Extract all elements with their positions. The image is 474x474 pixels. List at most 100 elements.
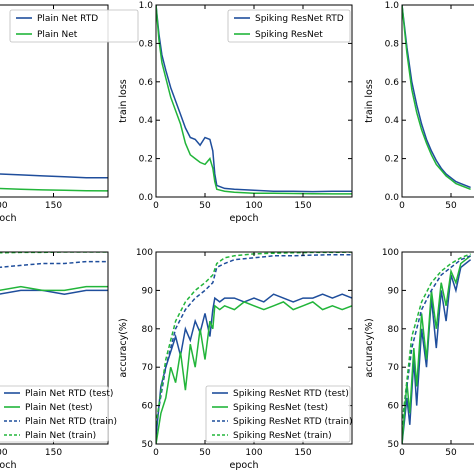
- y-tick-0.4: 0.4: [139, 116, 352, 126]
- series-line-mid-acc-3: [156, 252, 352, 425]
- x-tick-50: 50: [445, 252, 457, 458]
- y-axis-label: accuracy(%): [364, 318, 375, 377]
- x-tick-50: 50: [199, 5, 211, 211]
- y-tick-label: 0.4: [139, 116, 154, 126]
- legend-label: Plain Net: [37, 30, 78, 40]
- x-tick-label: 50: [199, 201, 211, 211]
- x-tick-label: 150: [294, 448, 311, 458]
- y-tick-0.6: 0.6: [139, 78, 352, 88]
- y-tick-label: 60: [388, 402, 400, 412]
- y-tick-80: 80: [142, 325, 352, 335]
- legend-label: Spiking ResNet RTD: [255, 14, 344, 24]
- x-tick-label: 0: [399, 201, 405, 211]
- legend-label: Plain Net RTD (test): [25, 389, 113, 399]
- x-tick-50: 50: [445, 5, 457, 211]
- series-line-left-acc-1: [0, 285, 108, 292]
- x-tick-0: 0: [399, 252, 405, 458]
- y-tick-80: 80: [388, 325, 406, 335]
- x-tick-label: 100: [0, 448, 8, 458]
- x-tick-150: 150: [294, 5, 312, 211]
- y-tick-0.2: 0.2: [139, 155, 352, 165]
- y-axis-label: train loss: [364, 79, 375, 123]
- y-tick-label: 80: [388, 325, 400, 335]
- series-line-left-acc-0: [0, 289, 108, 295]
- legend-label: Plain Net RTD (train): [25, 417, 117, 427]
- y-tick-100: 100: [136, 248, 352, 258]
- x-tick-label: 150: [294, 201, 311, 211]
- y-tick-0.6: 0.6: [385, 78, 406, 88]
- series-line-mid-loss-0: [156, 5, 352, 193]
- y-tick-label: 70: [388, 363, 400, 373]
- x-tick-100: 100: [0, 448, 8, 458]
- series-line-left-loss-0: [0, 173, 108, 179]
- x-tick-0: 0: [153, 252, 159, 458]
- y-tick-label: 100: [136, 248, 153, 258]
- y-tick-label: 0.8: [139, 39, 154, 49]
- y-tick-50: 50: [388, 440, 406, 450]
- series-line-mid-acc-0: [156, 293, 352, 437]
- x-axis-label: epoch: [230, 213, 259, 224]
- series-line-right-loss-1: [402, 5, 471, 190]
- y-tick-label: 80: [142, 325, 154, 335]
- x-tick-label: 150: [45, 448, 62, 458]
- x-tick-label: 100: [245, 448, 262, 458]
- y-tick-label: 0.4: [385, 116, 400, 126]
- y-tick-label: 90: [388, 286, 400, 296]
- y-tick-label: 70: [142, 363, 154, 373]
- y-tick-label: 90: [142, 286, 154, 296]
- legend-label: Spiking ResNet: [255, 30, 323, 40]
- series-line-left-loss-1: [0, 187, 108, 192]
- x-axis-label: epoch: [0, 460, 16, 471]
- y-tick-label: 0.0: [139, 193, 154, 203]
- x-tick-label: 100: [0, 201, 8, 211]
- x-tick-label: 150: [45, 201, 62, 211]
- series-line-right-acc-1: [402, 255, 472, 444]
- x-tick-label: 0: [153, 448, 159, 458]
- y-tick-90: 90: [388, 286, 406, 296]
- x-tick-label: 0: [399, 448, 405, 458]
- y-tick-label: 50: [142, 440, 154, 450]
- y-tick-0.4: 0.4: [385, 116, 406, 126]
- x-tick-100: 100: [245, 5, 263, 211]
- y-tick-100: 100: [382, 248, 406, 258]
- x-tick-0: 0: [399, 5, 405, 211]
- series-line-mid-loss-1: [156, 5, 352, 195]
- y-tick-label: 0.2: [139, 155, 153, 165]
- series-line-left-acc-2: [0, 260, 108, 269]
- series-line-mid-acc-1: [156, 301, 352, 444]
- y-tick-0.8: 0.8: [139, 39, 352, 49]
- y-tick-90: 90: [142, 286, 352, 296]
- legend-label: Spiking ResNet (train): [233, 431, 332, 441]
- y-tick-label: 1.0: [385, 1, 400, 11]
- y-tick-0: 0.0: [385, 193, 406, 203]
- axes-frame: [0, 4, 109, 198]
- legend-label: Plain Net RTD: [37, 14, 98, 24]
- panel-right-loss: 0 50 0.0 0.2 0.4 0.6 0.8 1.0 train loss: [364, 1, 474, 211]
- legend-label: Spiking ResNet (test): [233, 403, 328, 413]
- y-axis-label: train loss: [118, 79, 129, 123]
- x-tick-label: 50: [445, 448, 457, 458]
- legend-mid-loss: Spiking ResNet RTD Spiking ResNet: [227, 9, 351, 43]
- y-tick-label: 100: [382, 248, 399, 258]
- y-tick-0.8: 0.8: [385, 39, 406, 49]
- y-tick-1: 1.0: [139, 1, 352, 11]
- y-tick-label: 0.6: [139, 78, 154, 88]
- x-tick-label: 0: [153, 201, 159, 211]
- legend-label: Plain Net (train): [25, 431, 96, 441]
- y-tick-1: 1.0: [385, 1, 406, 11]
- legend-left-loss: Plain Net RTD Plain Net: [9, 9, 139, 43]
- x-tick-0: 0: [153, 5, 159, 211]
- series-line-right-acc-0: [402, 259, 472, 444]
- legend-label: Plain Net (test): [25, 403, 92, 413]
- panel-left-acc: 100150epochPlain Net RTD (test)Plain Net…: [0, 251, 117, 471]
- series-line-right-loss-0: [402, 5, 471, 189]
- y-tick-label: 0.2: [385, 155, 399, 165]
- series-line-left-acc-3: [0, 252, 108, 254]
- legend-left-acc: Plain Net RTD (test) Plain Net (test) Plai…: [0, 385, 117, 443]
- legend-label: Spiking ResNet RTD (train): [233, 417, 353, 427]
- y-tick-70: 70: [388, 363, 406, 373]
- x-tick-150: 150: [45, 5, 62, 211]
- x-tick-50: 50: [199, 252, 211, 458]
